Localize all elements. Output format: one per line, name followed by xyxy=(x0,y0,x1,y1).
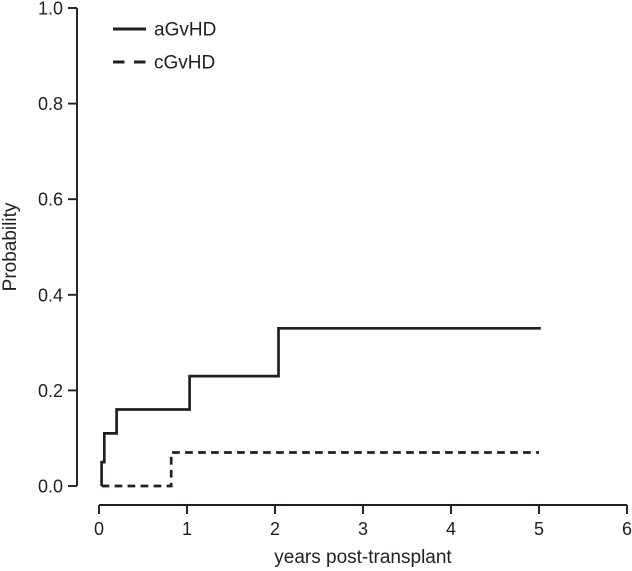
y-axis-tick-label: 0.8 xyxy=(38,94,63,114)
y-axis-tick-label: 0.0 xyxy=(38,477,63,497)
x-axis-title: years post-transplant xyxy=(274,547,452,568)
x-axis: 0 1 2 3 4 5 6 xyxy=(94,504,632,539)
legend-label-aGvHD: aGvHD xyxy=(154,20,216,41)
x-axis-tick-label: 3 xyxy=(358,519,368,539)
y-axis-tick-label: 0.6 xyxy=(38,190,63,210)
y-axis-tick-label: 0.2 xyxy=(38,381,63,401)
legend: aGvHD cGvHD xyxy=(113,20,216,74)
x-axis-tick-label: 6 xyxy=(622,519,632,539)
x-axis-tick-label: 0 xyxy=(94,519,104,539)
y-axis-tick-label: 1.0 xyxy=(38,0,63,19)
series-lines xyxy=(100,326,541,488)
x-axis-tick-label: 1 xyxy=(182,519,192,539)
x-axis-tick-label: 5 xyxy=(534,519,544,539)
x-axis-tick-label: 4 xyxy=(446,519,456,539)
y-axis: 0.0 0.2 0.4 0.6 0.8 1.0 xyxy=(38,0,78,497)
y-axis-title: Probability xyxy=(0,202,21,291)
x-axis-tick-label: 2 xyxy=(270,519,280,539)
legend-label-cGvHD: cGvHD xyxy=(154,53,215,74)
series-curve-cGvHD xyxy=(101,451,539,488)
y-axis-tick-label: 0.4 xyxy=(38,285,63,305)
series-curve-aGvHD xyxy=(100,326,541,486)
